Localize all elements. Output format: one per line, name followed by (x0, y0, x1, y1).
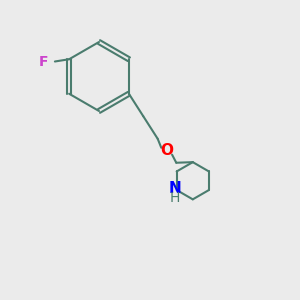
Text: F: F (39, 55, 48, 68)
Text: H: H (170, 190, 180, 205)
Text: N: N (169, 181, 182, 196)
Text: O: O (160, 142, 173, 158)
